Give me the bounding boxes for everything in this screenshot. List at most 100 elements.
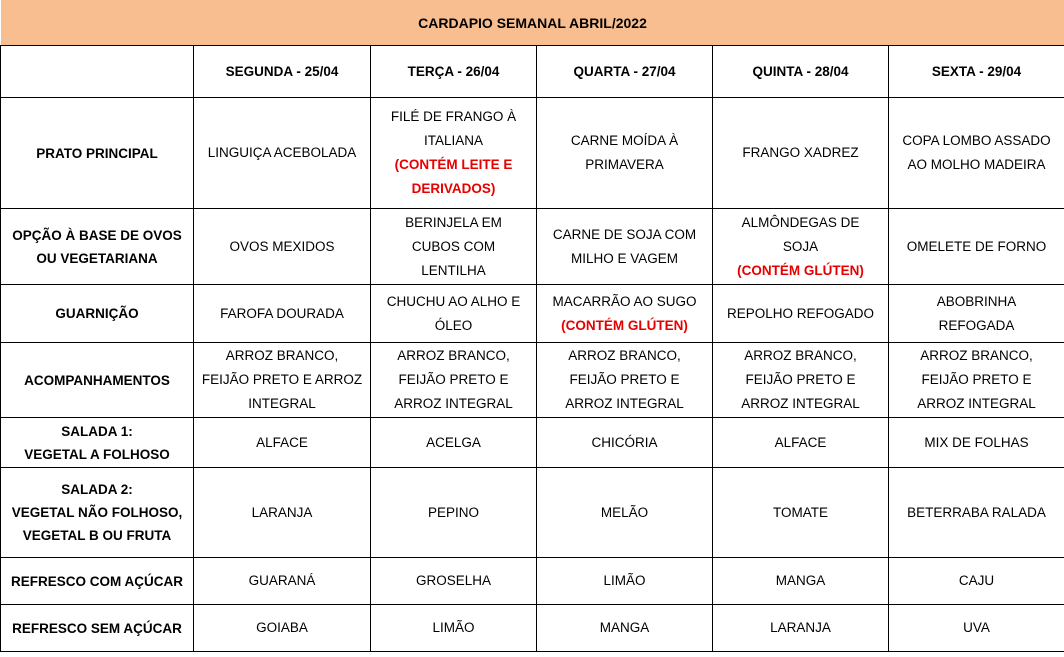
- menu-cell: GOIABA: [193, 604, 371, 652]
- row-label-text: REFRESCO SEM AÇÚCAR: [12, 620, 182, 636]
- menu-cell: CHUCHU AO ALHO E ÓLEO: [370, 284, 537, 343]
- menu-cell: CARNE MOÍDA À PRIMAVERA: [536, 97, 713, 209]
- menu-cell: MANGA: [536, 604, 713, 652]
- menu-item: GROSELHA: [415, 573, 492, 588]
- menu-cell: MANGA: [712, 557, 889, 605]
- menu-cell: CAJU: [887, 557, 1064, 605]
- menu-cell: MACARRÃO AO SUGO (CONTÉM GLÚTEN): [536, 284, 713, 343]
- menu-cell: LARANJA: [193, 467, 371, 558]
- menu-cell: FAROFA DOURADA: [193, 284, 371, 343]
- menu-cell: LINGUIÇA ACEBOLADA: [193, 97, 371, 209]
- menu-item: OMELETE DE FORNO: [906, 238, 1047, 254]
- menu-cell: FILÉ DE FRANGO À ITALIANA (CONTÉM LEITE E…: [370, 97, 537, 209]
- menu-item: LINGUIÇA ACEBOLADA: [207, 145, 357, 160]
- menu-item: ARROZ BRANCO, FEIJÃO PRETO E ARROZ INTEG…: [394, 348, 513, 411]
- menu-cell: GROSELHA: [370, 557, 537, 605]
- row-label: ACOMPANHAMENTOS: [0, 342, 194, 418]
- menu-cell: ALMÔNDEGAS DE SOJA (CONTÉM GLÚTEN): [712, 208, 889, 285]
- column-header-quarta: QUARTA - 27/04: [536, 45, 713, 98]
- menu-item: GUARANÁ: [248, 573, 316, 588]
- menu-item: OVOS MEXIDOS: [229, 238, 335, 254]
- table-row-prato-principal: PRATO PRINCIPAL LINGUIÇA ACEBOLADA FILÉ …: [0, 97, 1064, 209]
- allergen-warning: (CONTÉM GLÚTEN): [737, 262, 864, 278]
- menu-item: CHUCHU AO ALHO E ÓLEO: [386, 293, 521, 333]
- menu-item: MELÃO: [600, 504, 649, 520]
- menu-item: ALFACE: [774, 434, 827, 450]
- row-label-text: SALADA 1: VEGETAL A FOLHOSO: [24, 423, 170, 462]
- menu-item: BETERRABA RALADA: [907, 504, 1046, 520]
- row-label-text: GUARNIÇÃO: [55, 306, 139, 321]
- menu-cell: ARROZ BRANCO, FEIJÃO PRETO E ARROZ INTEG…: [712, 342, 889, 418]
- menu-item: CARNE DE SOJA COM MILHO E VAGEM: [552, 226, 697, 266]
- menu-item: ALMÔNDEGAS DE SOJA: [741, 214, 860, 254]
- column-header-sexta: SEXTA - 29/04: [887, 45, 1064, 98]
- menu-item: ARROZ BRANCO, FEIJÃO PRETO E ARROZ INTEG…: [741, 348, 860, 411]
- menu-cell: BETERRABA RALADA: [887, 467, 1064, 558]
- column-header-segunda: SEGUNDA - 25/04: [193, 45, 371, 98]
- menu-item: ARROZ BRANCO, FEIJÃO PRETO E ARROZ INTEG…: [917, 348, 1036, 411]
- menu-cell: ALFACE: [193, 417, 371, 468]
- menu-cell: UVA: [887, 604, 1064, 652]
- menu-item: CARNE MOÍDA À PRIMAVERA: [570, 133, 679, 172]
- menu-item: BERINJELA EM CUBOS COM LENTILHA: [405, 214, 502, 278]
- row-label-text: SALADA 2: VEGETAL NÃO FOLHOSO, VEGETAL B…: [11, 482, 183, 543]
- table-row-acompanhamentos: ACOMPANHAMENTOS ARROZ BRANCO, FEIJÃO PRE…: [0, 342, 1064, 418]
- menu-item: ABOBRINHA REFOGADA: [936, 293, 1017, 333]
- menu-item: ALFACE: [256, 434, 308, 450]
- menu-item: TOMATE: [772, 504, 828, 520]
- menu-item: LIMÃO: [432, 620, 475, 635]
- column-header-quinta: QUINTA - 28/04: [712, 45, 889, 98]
- page-title: CARDAPIO SEMANAL ABRIL/2022: [0, 0, 1064, 46]
- menu-cell: REPOLHO REFOGADO: [712, 284, 889, 343]
- menu-item: LIMÃO: [603, 573, 646, 588]
- row-label-text: ACOMPANHAMENTOS: [24, 372, 170, 388]
- row-label: SALADA 1: VEGETAL A FOLHOSO: [0, 417, 194, 468]
- title-row: CARDAPIO SEMANAL ABRIL/2022: [0, 0, 1064, 46]
- allergen-warning: (CONTÉM LEITE E DERIVADOS): [394, 157, 513, 196]
- row-label: OPÇÃO À BASE DE OVOS OU VEGETARIANA: [0, 208, 194, 285]
- menu-cell: ARROZ BRANCO, FEIJÃO PRETO E ARROZ INTEG…: [193, 342, 371, 418]
- menu-cell: BERINJELA EM CUBOS COM LENTILHA: [370, 208, 537, 285]
- menu-item: MACARRÃO AO SUGO: [552, 293, 697, 309]
- menu-cell: CARNE DE SOJA COM MILHO E VAGEM: [536, 208, 713, 285]
- menu-cell: MELÃO: [536, 467, 713, 558]
- menu-cell: COPA LOMBO ASSADO AO MOLHO MADEIRA: [887, 97, 1064, 209]
- table-row-guarnicao: GUARNIÇÃO FAROFA DOURADA CHUCHU AO ALHO …: [0, 284, 1064, 343]
- menu-cell: OMELETE DE FORNO: [887, 208, 1064, 285]
- menu-cell: ALFACE: [712, 417, 889, 468]
- menu-item: MANGA: [599, 620, 650, 635]
- menu-cell: ABOBRINHA REFOGADA: [887, 284, 1064, 343]
- row-label-text: OPÇÃO À BASE DE OVOS OU VEGETARIANA: [12, 227, 182, 266]
- menu-cell: TOMATE: [712, 467, 889, 558]
- table-row-refresco-sem-acucar: REFRESCO SEM AÇÚCAR GOIABA LIMÃO MANGA L…: [0, 604, 1064, 652]
- menu-cell: ARROZ BRANCO, FEIJÃO PRETO E ARROZ INTEG…: [887, 342, 1064, 418]
- menu-cell: LIMÃO: [536, 557, 713, 605]
- menu-item: CAJU: [958, 573, 995, 588]
- table-row-refresco-com-acucar: REFRESCO COM AÇÚCAR GUARANÁ GROSELHA LIM…: [0, 557, 1064, 605]
- menu-cell: LARANJA: [712, 604, 889, 652]
- menu-cell: CHICÓRIA: [536, 417, 713, 468]
- menu-item: FAROFA DOURADA: [220, 305, 344, 321]
- menu-cell: MIX DE FOLHAS: [887, 417, 1064, 468]
- menu-item: ACELGA: [426, 434, 481, 450]
- menu-item: PEPINO: [427, 504, 479, 520]
- table-row-salada-2: SALADA 2: VEGETAL NÃO FOLHOSO, VEGETAL B…: [0, 467, 1064, 558]
- row-label: GUARNIÇÃO: [0, 284, 194, 343]
- menu-cell: OVOS MEXIDOS: [193, 208, 371, 285]
- allergen-warning: (CONTÉM GLÚTEN): [561, 317, 688, 333]
- menu-item: CHICÓRIA: [591, 434, 658, 450]
- menu-item: LARANJA: [251, 504, 313, 520]
- menu-cell: ARROZ BRANCO, FEIJÃO PRETO E ARROZ INTEG…: [536, 342, 713, 418]
- row-label-text: PRATO PRINCIPAL: [36, 145, 158, 161]
- menu-cell: ARROZ BRANCO, FEIJÃO PRETO E ARROZ INTEG…: [370, 342, 537, 418]
- row-label: PRATO PRINCIPAL: [0, 97, 194, 209]
- menu-item: FILÉ DE FRANGO À ITALIANA: [390, 109, 517, 148]
- menu-item: FRANGO XADREZ: [742, 145, 859, 160]
- menu-item: ARROZ BRANCO, FEIJÃO PRETO E ARROZ INTEG…: [565, 348, 684, 411]
- menu-item: REPOLHO REFOGADO: [726, 305, 875, 321]
- table-row-opcao-ovos-vegetariana: OPÇÃO À BASE DE OVOS OU VEGETARIANA OVOS…: [0, 208, 1064, 285]
- menu-item: ARROZ BRANCO, FEIJÃO PRETO E ARROZ INTEG…: [201, 348, 363, 411]
- menu-item: UVA: [963, 620, 990, 635]
